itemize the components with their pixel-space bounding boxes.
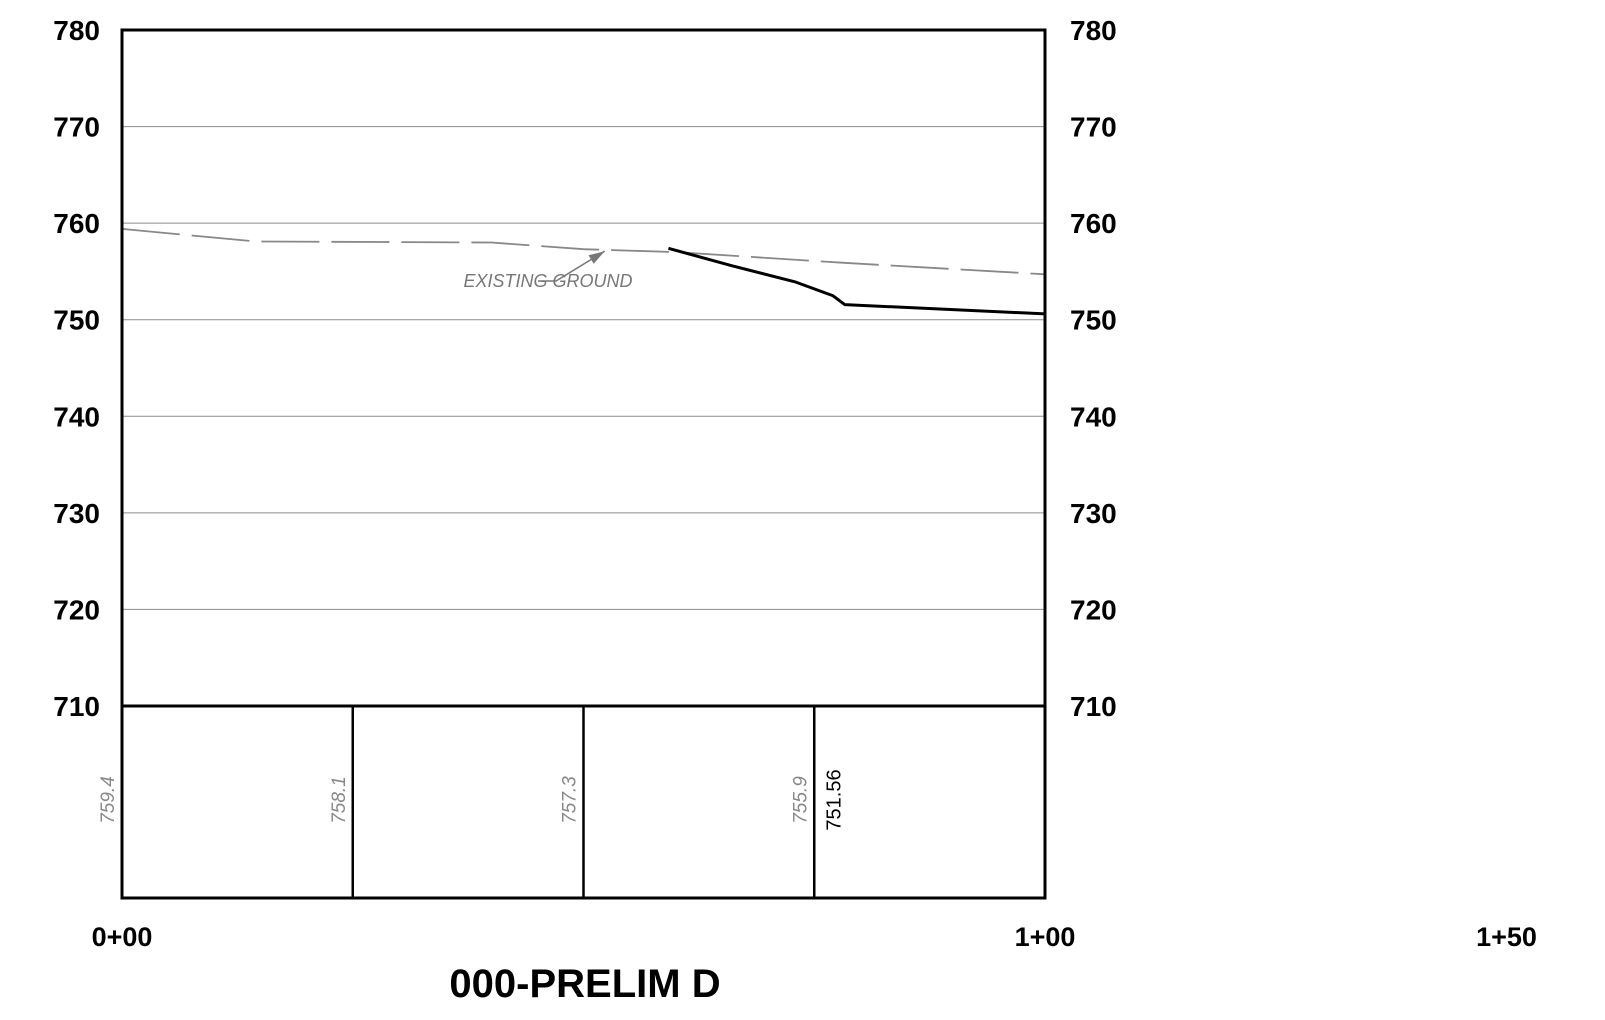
y-tick-left-710: 710 [53, 691, 100, 722]
y-tick-left-720: 720 [53, 594, 100, 625]
y-tick-right-740: 740 [1070, 401, 1117, 432]
x-tick-0+00: 0+00 [92, 922, 153, 952]
y-tick-right-750: 750 [1070, 305, 1117, 336]
y-tick-right-730: 730 [1070, 498, 1117, 529]
grid-layer [122, 126, 1045, 610]
existing-elevation-label: 759.4 [98, 776, 119, 824]
y-tick-left-770: 770 [53, 112, 100, 143]
y-tick-right-710: 710 [1070, 691, 1117, 722]
series-layer [121, 228, 1046, 316]
y-tick-left-760: 760 [53, 208, 100, 239]
annotation-leader [538, 250, 606, 282]
x-tick-1+50: 1+50 [1476, 922, 1537, 952]
existing-elevation-label: 758.1 [329, 776, 350, 824]
y-tick-left-730: 730 [53, 498, 100, 529]
existing-elevation-label: 757.3 [560, 776, 581, 824]
y-tick-left-740: 740 [53, 401, 100, 432]
proposed-elevation-label: 751.56 [823, 769, 845, 830]
y-tick-left-780: 780 [53, 15, 100, 46]
annotation-layer: EXISTING GROUND [464, 250, 633, 291]
x-tick-1+00: 1+00 [1015, 922, 1076, 952]
plot-frame [120, 28, 1047, 708]
y-tick-right-720: 720 [1070, 594, 1117, 625]
proposed-grade-line [668, 246, 1046, 316]
existing-ground-line [121, 228, 1046, 276]
y-tick-right-770: 770 [1070, 112, 1117, 143]
annotation-arrowhead [588, 251, 605, 264]
existing-elevation-label: 755.9 [790, 776, 811, 824]
elevation-table: 759.4 758.1 757.3 755.9 751.56 [98, 704, 1047, 900]
y-tick-left-750: 750 [53, 305, 100, 336]
y-tick-right-760: 760 [1070, 208, 1117, 239]
axis-layer: 780 780 770 770 760 760 750 750 740 740 730 730 720 7… [53, 15, 1537, 952]
y-tick-right-780: 780 [1070, 15, 1117, 46]
chart-title: 000-PRELIM D [449, 962, 720, 1006]
